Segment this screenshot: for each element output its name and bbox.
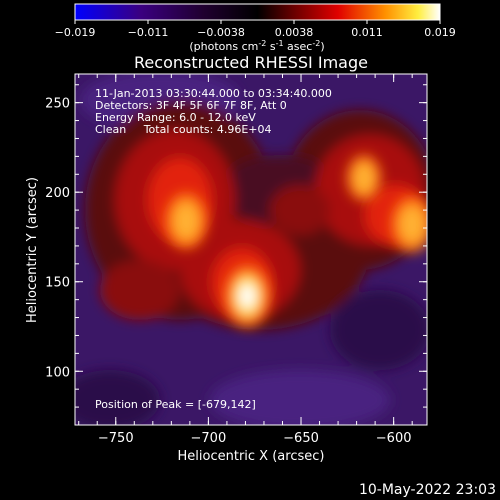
unit-main: (photons cm bbox=[189, 40, 258, 53]
y-tick-label: 100 bbox=[45, 365, 70, 380]
unit-sup2: -1 bbox=[276, 39, 284, 48]
colorbar-tick-label: 0.019 bbox=[424, 26, 456, 39]
y-tick-label: 250 bbox=[45, 97, 70, 112]
colorbar: −0.019 −0.011 −0.0038 0.0038 0.011 0.019 (pho… bbox=[55, 3, 456, 53]
heatmap-image bbox=[75, 74, 427, 425]
colorbar-unit-label: (photons cm-2 s-1 asec-2) bbox=[189, 39, 324, 53]
plot-frame bbox=[74, 73, 428, 426]
x-tick-label: −700 bbox=[191, 431, 227, 446]
unit-mid2: asec bbox=[284, 40, 313, 53]
emission-red bbox=[270, 185, 330, 235]
y-tick-label: 150 bbox=[45, 276, 70, 291]
peak-position-label: Position of Peak = [-679,142] bbox=[95, 398, 256, 411]
unit-mid: s bbox=[266, 40, 275, 53]
source-kernels bbox=[164, 154, 427, 328]
colorbar-ticks: −0.019 −0.011 −0.0038 0.0038 0.011 0.019 bbox=[55, 20, 456, 39]
unit-sup3: -2 bbox=[312, 39, 320, 48]
unit-sup1: -2 bbox=[258, 39, 266, 48]
plot-area bbox=[75, 74, 427, 425]
source-core bbox=[173, 201, 200, 240]
x-axis-label: Heliocentric X (arcsec) bbox=[178, 449, 325, 464]
colorbar-tick-label: −0.011 bbox=[128, 26, 169, 39]
x-tick-label: −750 bbox=[98, 431, 134, 446]
source-core bbox=[353, 162, 375, 194]
colorbar-tick-label: 0.0038 bbox=[275, 26, 314, 39]
x-tick-label: −650 bbox=[283, 431, 319, 446]
bg-blotch bbox=[75, 370, 160, 425]
annotation-block: 11-Jan-2013 03:30:44.000 to 03:34:40.000… bbox=[95, 87, 332, 136]
annotation-counts: Clean Total counts: 4.96E+04 bbox=[95, 123, 272, 136]
footer-date: 10-May-2022 23:03 bbox=[359, 482, 496, 498]
emission-red bbox=[100, 260, 180, 320]
source-peak bbox=[239, 284, 256, 308]
colorbar-gradient bbox=[74, 3, 441, 21]
annotation-detectors: Detectors: 3F 4F 5F 6F 7F 8F, Att 0 bbox=[95, 99, 287, 112]
x-axis: −750 −700 −650 −600 bbox=[78, 74, 413, 446]
y-tick-label: 200 bbox=[45, 186, 70, 201]
annotation-energy: Energy Range: 6.0 - 12.0 keV bbox=[95, 111, 256, 124]
unit-end: ) bbox=[320, 40, 324, 53]
colorbar-tick-label: −0.019 bbox=[55, 26, 96, 39]
y-axis-label: Heliocentric Y (arcsec) bbox=[25, 177, 40, 323]
x-tick-label: −600 bbox=[376, 431, 412, 446]
bg-blotch bbox=[330, 290, 427, 370]
source-core bbox=[399, 205, 426, 244]
y-axis: 100 150 200 250 bbox=[45, 84, 427, 408]
annotation-time: 11-Jan-2013 03:30:44.000 to 03:34:40.000 bbox=[95, 87, 332, 100]
bg-blotch bbox=[210, 370, 390, 425]
colorbar-tick-label: −0.0038 bbox=[197, 26, 245, 39]
chart-title: Reconstructed RHESSI Image bbox=[134, 53, 368, 72]
colorbar-tick-label: 0.011 bbox=[351, 26, 383, 39]
